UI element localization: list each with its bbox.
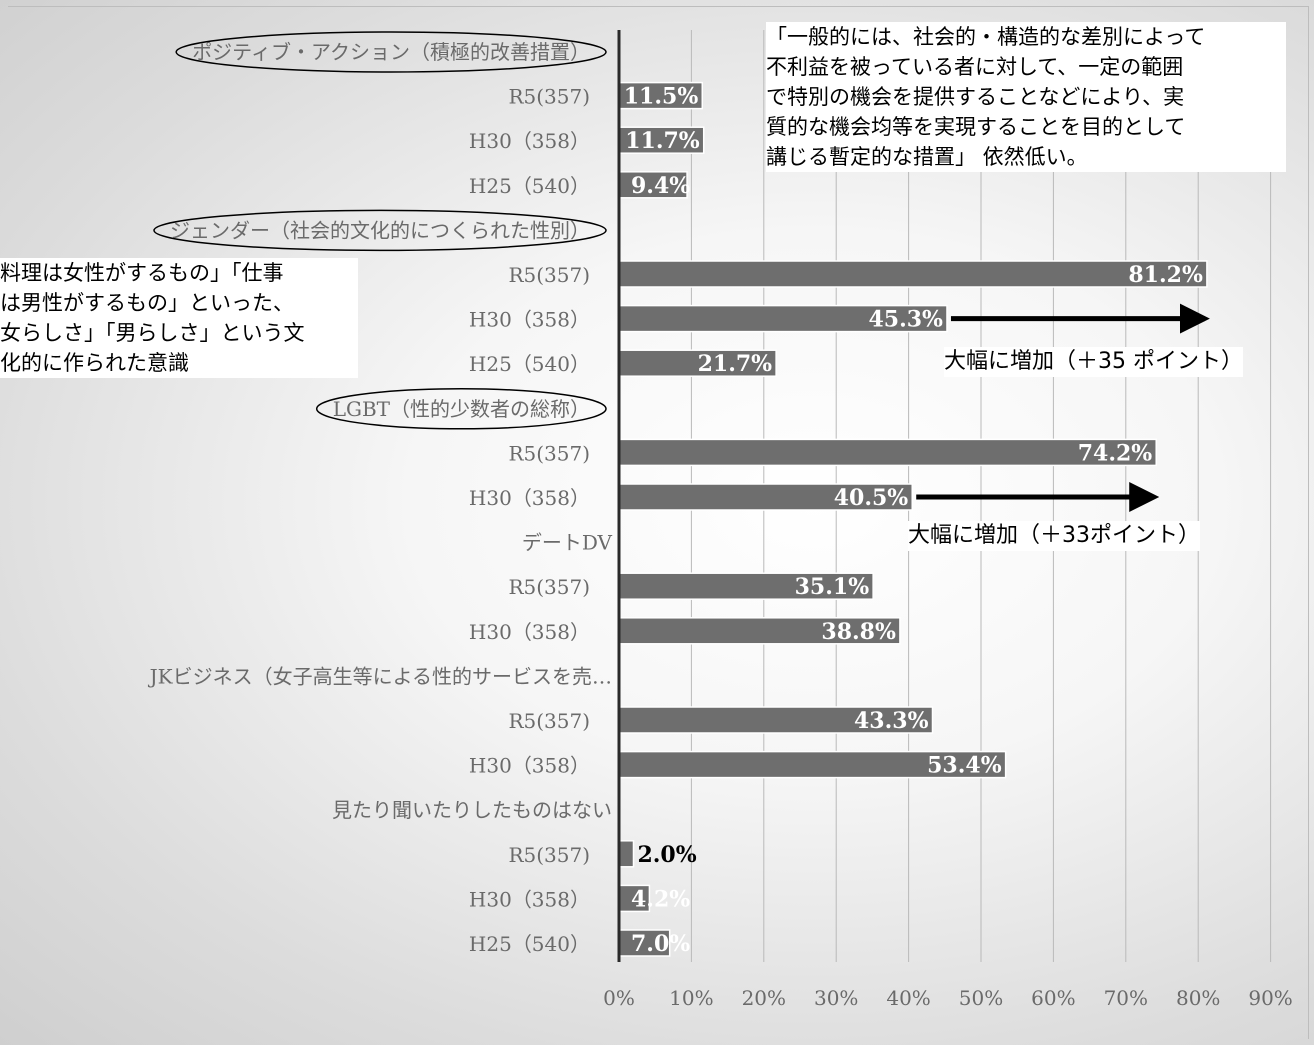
data-label: 11.7% xyxy=(625,128,700,154)
bar xyxy=(618,438,1157,467)
data-label: 2.0% xyxy=(637,842,696,868)
x-tick-label: 0% xyxy=(603,986,635,1010)
x-tick-label: 30% xyxy=(814,986,858,1010)
category-label: H30（358） xyxy=(469,308,590,332)
x-tick-label: 50% xyxy=(959,986,1003,1010)
category-label: H25（540） xyxy=(469,932,590,956)
bar xyxy=(618,260,1208,288)
bar xyxy=(618,840,635,868)
data-label: 21.7% xyxy=(698,351,773,377)
category-header: デートDV xyxy=(522,531,613,555)
annotation-lgbt-increase: 大幅に増加（＋33ポイント） xyxy=(908,521,1200,551)
bar xyxy=(618,572,874,600)
category-label: H30（358） xyxy=(469,754,590,778)
category-header: ポジティブ・アクション（積極的改善措置） xyxy=(192,40,590,64)
data-label: 53.4% xyxy=(927,753,1002,779)
x-tick-label: 10% xyxy=(669,986,713,1010)
x-tick-label: 60% xyxy=(1031,986,1075,1010)
data-label: 45.3% xyxy=(868,307,943,333)
category-label: R5(357) xyxy=(508,843,590,867)
x-tick-label: 80% xyxy=(1176,986,1220,1010)
data-label: 40.5% xyxy=(834,485,909,511)
category-label: R5(357) xyxy=(508,441,590,465)
data-label: 4.2% xyxy=(631,886,690,912)
category-label: H30（358） xyxy=(469,620,590,644)
category-label: H30（358） xyxy=(469,129,590,153)
data-label: 43.3% xyxy=(854,708,929,734)
category-label: R5(357) xyxy=(508,85,590,109)
x-tick-label: 90% xyxy=(1248,986,1292,1010)
category-header: 見たり聞いたりしたものはない xyxy=(332,798,612,822)
category-header: ジェンダー（社会的文化的につくられた性別） xyxy=(170,218,590,242)
x-tick-label: 40% xyxy=(886,986,930,1010)
category-circle xyxy=(315,388,607,430)
category-header: LGBT（性的少数者の総称） xyxy=(333,397,590,421)
data-label: 81.2% xyxy=(1128,262,1203,288)
bar xyxy=(618,483,913,511)
chart-frame xyxy=(8,6,1309,1039)
data-label: 9.4% xyxy=(631,173,690,199)
data-label: 74.2% xyxy=(1078,440,1153,466)
annotation-gender-increase: 大幅に増加（＋35 ポイント） xyxy=(944,347,1243,377)
category-label: R5(357) xyxy=(508,575,590,599)
x-tick-label: 20% xyxy=(742,986,786,1010)
data-label: 7.0% xyxy=(631,931,690,957)
bar xyxy=(618,750,1007,779)
bar xyxy=(618,706,934,734)
category-label: R5(357) xyxy=(508,263,590,287)
bar xyxy=(618,617,901,645)
category-label: H30（358） xyxy=(469,486,590,510)
category-header: JKビジネス（女子高生等による性的サービスを売… xyxy=(148,664,612,688)
category-label: H25（540） xyxy=(469,174,590,198)
category-label: H25（540） xyxy=(469,352,590,376)
x-tick-label: 70% xyxy=(1104,986,1148,1010)
bar xyxy=(618,171,688,199)
data-label: 38.8% xyxy=(821,619,896,645)
data-label: 11.5% xyxy=(624,84,699,110)
data-label: 35.1% xyxy=(795,574,870,600)
category-label: R5(357) xyxy=(508,709,590,733)
category-label: H30（358） xyxy=(469,887,590,911)
category-circle xyxy=(153,209,607,252)
annotation-positive-action: 「一般的には、社会的・構造的な差別によって 不利益を被っている者に対して、一定の… xyxy=(766,22,1286,172)
annotation-gender: 料理は女性がするもの」「仕事 は男性がするもの」といった、 女らしさ」「男らしさ… xyxy=(0,258,358,378)
category-circle xyxy=(175,31,607,73)
